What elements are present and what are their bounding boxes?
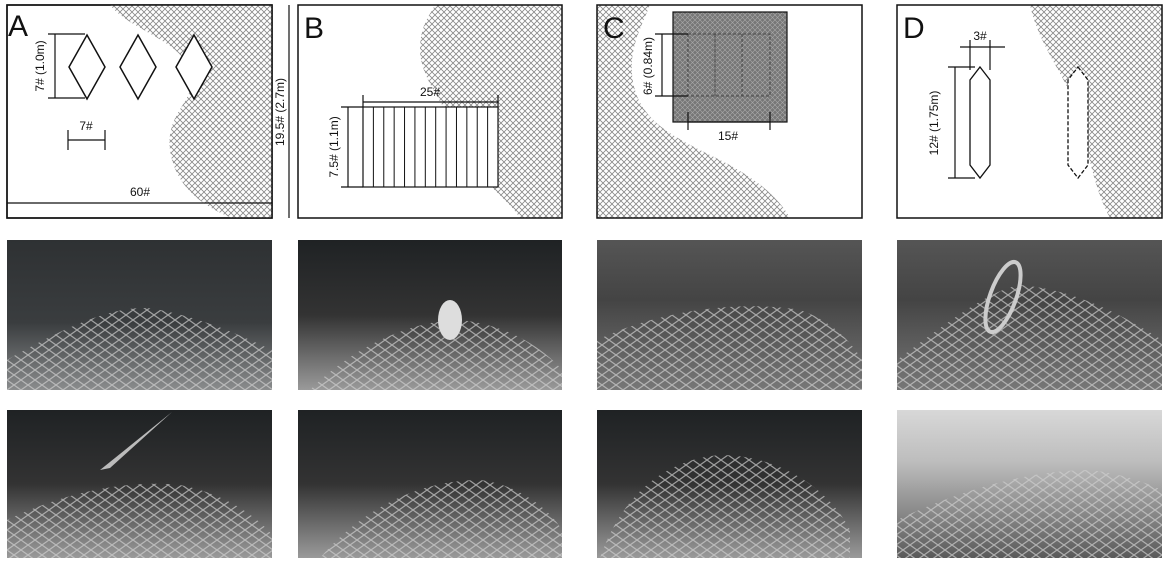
dimension-label: 25#	[420, 85, 440, 99]
panel-c-schematic: C 6# (0.84m) 15#	[596, 4, 863, 219]
dimension-label: 12# (1.75m)	[927, 91, 941, 156]
dimension-label: 60#	[130, 185, 150, 199]
panel-label: C	[603, 12, 625, 45]
dimension-label: 7#	[79, 119, 93, 133]
panel-a-schematic: A 7# (1.0m) 7# 60# 19.5# (2.7m)	[6, 4, 290, 219]
panel-b-schematic: B 25# 7.5# (1.1m)	[297, 4, 563, 219]
photo-row-2	[7, 410, 1162, 558]
dimension-label: 15#	[718, 129, 738, 143]
panel-label: B	[304, 12, 324, 45]
photo-row-1	[7, 240, 1162, 390]
panel-d-schematic: D 3# 12# (1.75m)	[896, 4, 1163, 219]
panel-label: D	[903, 12, 925, 45]
dimension-label: 6# (0.84m)	[641, 37, 655, 95]
dimension-label: 7# (1.0m)	[33, 40, 47, 91]
dimension-label: 7.5# (1.1m)	[327, 116, 341, 177]
panel-label: A	[8, 10, 28, 43]
dimension-label: 19.5# (2.7m)	[273, 78, 287, 146]
dimension-label: 3#	[973, 29, 987, 43]
